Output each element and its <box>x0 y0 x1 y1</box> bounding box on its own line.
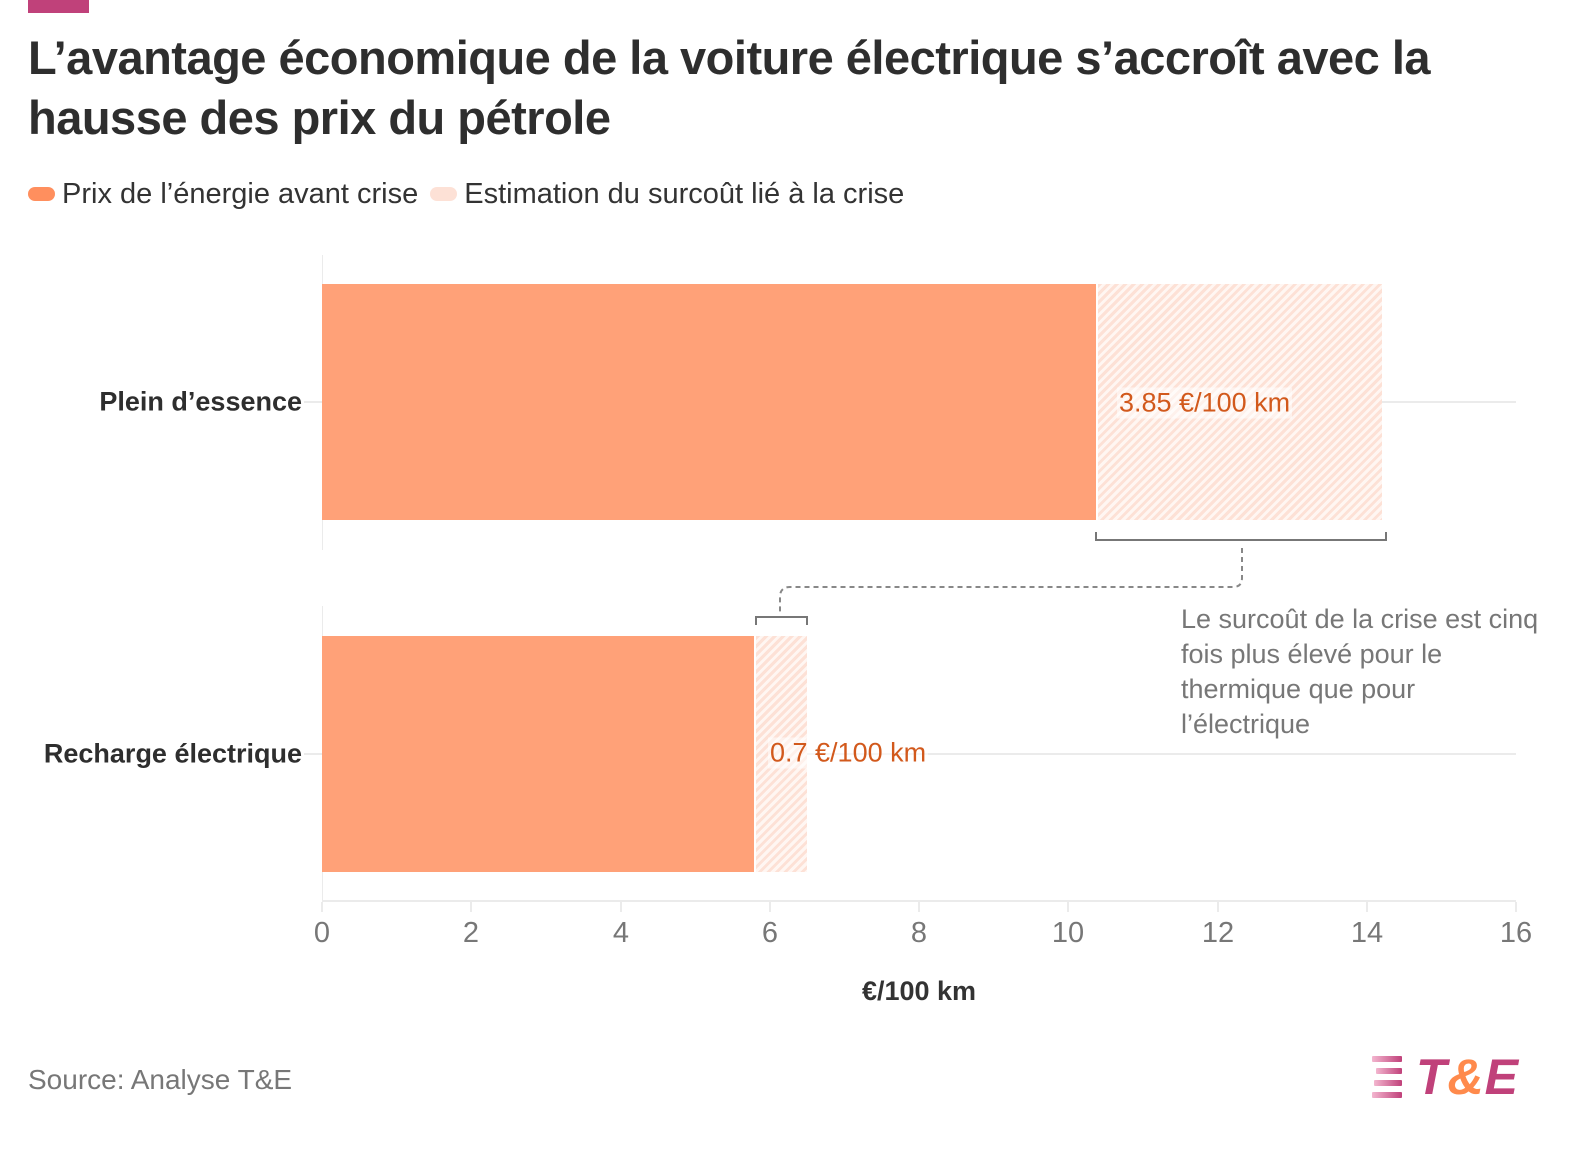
category-label-essence: Plein d’essence <box>99 386 302 417</box>
logo-stripes-icon <box>1372 1056 1402 1098</box>
te-logo: T&E <box>1372 1049 1519 1105</box>
x-axis-title: €/100 km <box>861 976 977 1006</box>
x-tick-label: 0 <box>313 917 331 949</box>
x-tick-label: 8 <box>910 917 928 949</box>
tick-mark <box>1217 902 1219 912</box>
legend-label: Estimation du surcoût lié à la crise <box>464 177 905 210</box>
logo-text: T&E <box>1416 1049 1520 1105</box>
accent-bar <box>28 0 89 13</box>
legend-label: Prix de l’énergie avant crise <box>62 177 419 210</box>
legend-item-avant-crise: Prix de l’énergie avant crise <box>28 178 418 211</box>
x-tick-label: 4 <box>612 917 630 949</box>
tick-mark <box>769 902 771 912</box>
bar-essence-avant-crise[interactable] <box>322 284 1096 520</box>
tick-mark <box>1366 902 1368 912</box>
legend-item-surcout: Estimation du surcoût lié à la crise <box>430 178 904 211</box>
source-note: Source: Analyse T&E <box>28 1064 293 1095</box>
tick-mark <box>620 902 622 912</box>
value-label-essence: 3.85 €/100 km <box>1117 387 1293 419</box>
legend-swatch-solid <box>28 187 55 201</box>
legend-swatch-hatched <box>430 187 458 201</box>
tick-mark <box>321 902 323 912</box>
category-label-electrique: Recharge électrique <box>43 738 302 769</box>
x-tick-label: 14 <box>1350 917 1384 949</box>
legend: Prix de l’énergie avant crise Estimation… <box>28 174 916 214</box>
x-tick-label: 12 <box>1201 917 1235 949</box>
tick-mark <box>1067 902 1069 912</box>
x-tick-label: 16 <box>1499 917 1533 949</box>
tick-mark <box>470 902 472 912</box>
x-tick-label: 6 <box>761 917 779 949</box>
value-label-electrique: 0.7 €/100 km <box>768 737 929 769</box>
chart-title: L’avantage économique de la voiture élec… <box>28 31 1431 144</box>
x-tick-label: 10 <box>1051 917 1085 949</box>
bar-electrique-avant-crise[interactable] <box>322 636 754 872</box>
tick-mark <box>1515 902 1517 912</box>
x-tick-label: 2 <box>462 917 480 949</box>
annotation-text: Le surcoût de la crise est cinq fois plu… <box>1181 604 1539 739</box>
tick-mark <box>918 902 920 912</box>
x-axis-baseline <box>322 900 1516 902</box>
